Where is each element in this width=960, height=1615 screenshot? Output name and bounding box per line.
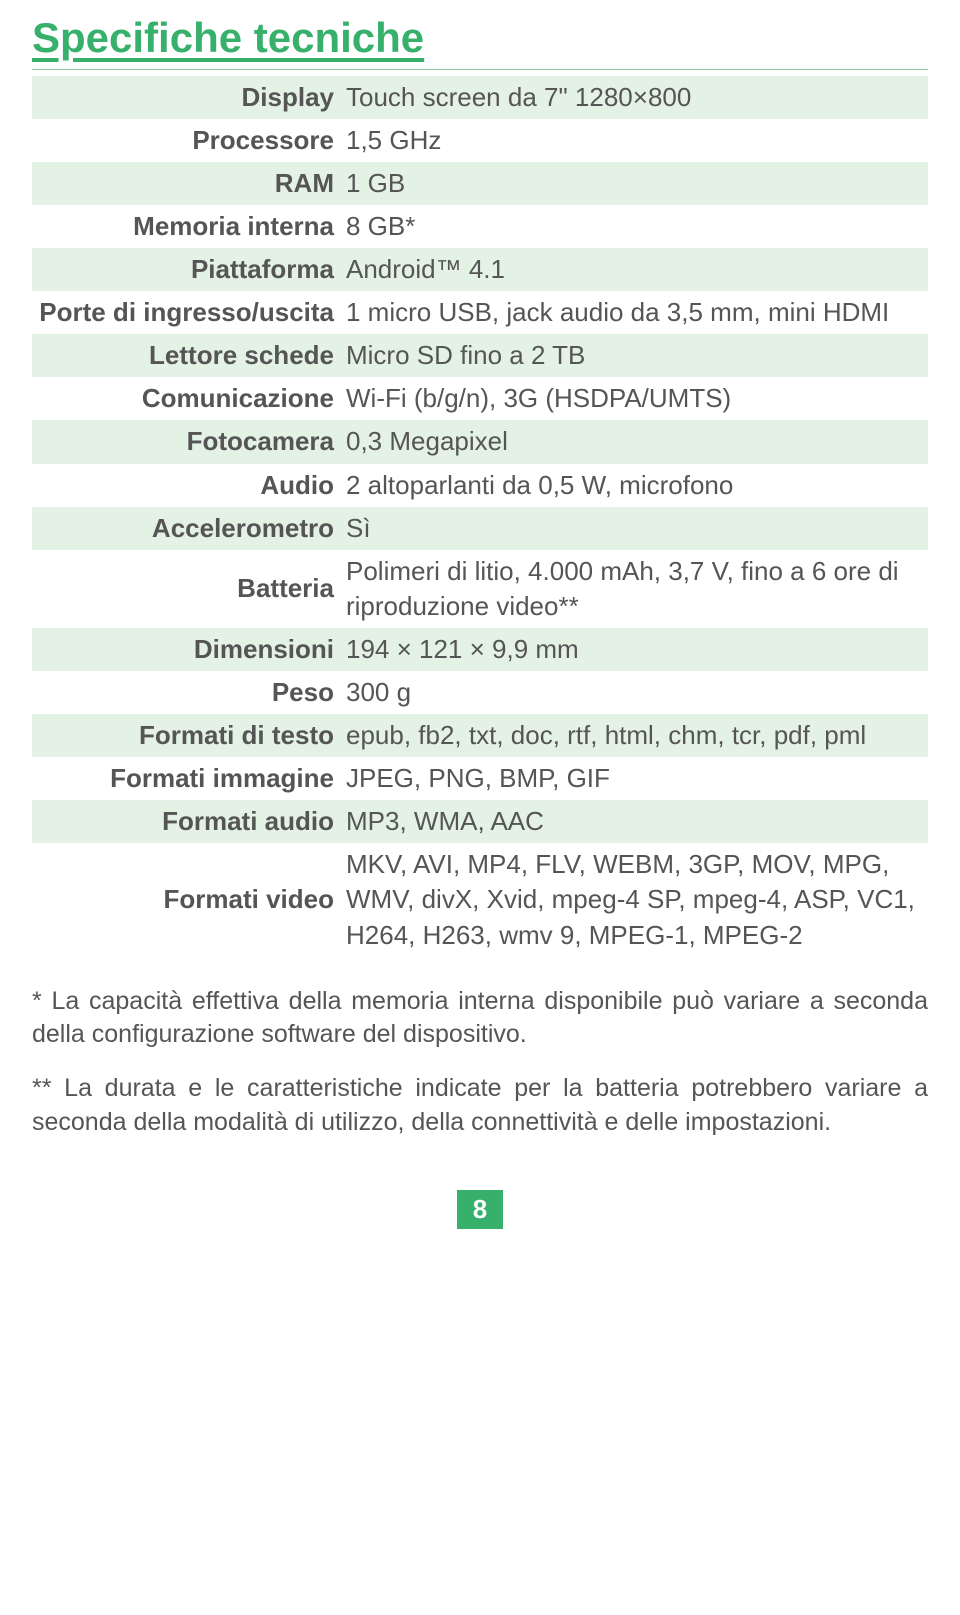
spec-value: Touch screen da 7" 1280×800 (342, 76, 928, 119)
spec-value: MP3, WMA, AAC (342, 800, 928, 843)
spec-row: Formati immagineJPEG, PNG, BMP, GIF (32, 757, 928, 800)
spec-row: ComunicazioneWi-Fi (b/g/n), 3G (HSDPA/UM… (32, 377, 928, 420)
spec-value: Micro SD fino a 2 TB (342, 334, 928, 377)
spec-row: Formati di testoepub, fb2, txt, doc, rtf… (32, 714, 928, 757)
page-container: Specifiche tecniche DisplayTouch screen … (0, 0, 960, 1269)
spec-label: Piattaforma (32, 248, 342, 291)
spec-label: Display (32, 76, 342, 119)
spec-row: Memoria interna8 GB* (32, 205, 928, 248)
spec-value: JPEG, PNG, BMP, GIF (342, 757, 928, 800)
spec-label: Dimensioni (32, 628, 342, 671)
spec-value: 8 GB* (342, 205, 928, 248)
spec-label: Fotocamera (32, 420, 342, 463)
spec-row: BatteriaPolimeri di litio, 4.000 mAh, 3,… (32, 550, 928, 628)
spec-label: Audio (32, 464, 342, 507)
spec-value: Sì (342, 507, 928, 550)
spec-row: Audio2 altoparlanti da 0,5 W, microfono (32, 464, 928, 507)
spec-row: Dimensioni194 × 121 × 9,9 mm (32, 628, 928, 671)
spec-label: Lettore schede (32, 334, 342, 377)
spec-value: 2 altoparlanti da 0,5 W, microfono (342, 464, 928, 507)
spec-row: PiattaformaAndroid™ 4.1 (32, 248, 928, 291)
spec-label: Formati video (32, 843, 342, 956)
spec-label: Comunicazione (32, 377, 342, 420)
page-number-badge: 8 (457, 1190, 503, 1229)
footnote: ** La durata e le caratteristiche indica… (32, 1072, 928, 1140)
spec-label: Memoria interna (32, 205, 342, 248)
spec-value: Wi-Fi (b/g/n), 3G (HSDPA/UMTS) (342, 377, 928, 420)
spec-label: Batteria (32, 550, 342, 628)
spec-table: DisplayTouch screen da 7" 1280×800Proces… (32, 76, 928, 957)
spec-label: Formati di testo (32, 714, 342, 757)
spec-value: 1,5 GHz (342, 119, 928, 162)
pager: 8 (32, 1190, 928, 1229)
spec-label: Porte di ingresso/uscita (32, 291, 342, 334)
spec-row: Fotocamera0,3 Megapixel (32, 420, 928, 463)
spec-value: 300 g (342, 671, 928, 714)
spec-label: Processore (32, 119, 342, 162)
spec-row: RAM1 GB (32, 162, 928, 205)
spec-row: Formati audioMP3, WMA, AAC (32, 800, 928, 843)
spec-value: 194 × 121 × 9,9 mm (342, 628, 928, 671)
spec-label: Peso (32, 671, 342, 714)
title-wrap: Specifiche tecniche (32, 10, 928, 70)
spec-value: epub, fb2, txt, doc, rtf, html, chm, tcr… (342, 714, 928, 757)
spec-value: 0,3 Megapixel (342, 420, 928, 463)
spec-value: 1 micro USB, jack audio da 3,5 mm, mini … (342, 291, 928, 334)
spec-row: AccelerometroSì (32, 507, 928, 550)
footnote: * La capacità effettiva della memoria in… (32, 985, 928, 1053)
spec-value: Android™ 4.1 (342, 248, 928, 291)
spec-row: Porte di ingresso/uscita1 micro USB, jac… (32, 291, 928, 334)
page-title: Specifiche tecniche (32, 10, 928, 69)
spec-label: Formati immagine (32, 757, 342, 800)
footnotes: * La capacità effettiva della memoria in… (32, 985, 928, 1140)
spec-value: 1 GB (342, 162, 928, 205)
spec-row: Lettore schedeMicro SD fino a 2 TB (32, 334, 928, 377)
spec-label: RAM (32, 162, 342, 205)
spec-value: MKV, AVI, MP4, FLV, WEBM, 3GP, MOV, MPG,… (342, 843, 928, 956)
spec-row: Formati videoMKV, AVI, MP4, FLV, WEBM, 3… (32, 843, 928, 956)
spec-value: Polimeri di litio, 4.000 mAh, 3,7 V, fin… (342, 550, 928, 628)
spec-label: Formati audio (32, 800, 342, 843)
spec-row: DisplayTouch screen da 7" 1280×800 (32, 76, 928, 119)
spec-row: Processore1,5 GHz (32, 119, 928, 162)
spec-label: Accelerometro (32, 507, 342, 550)
spec-row: Peso300 g (32, 671, 928, 714)
